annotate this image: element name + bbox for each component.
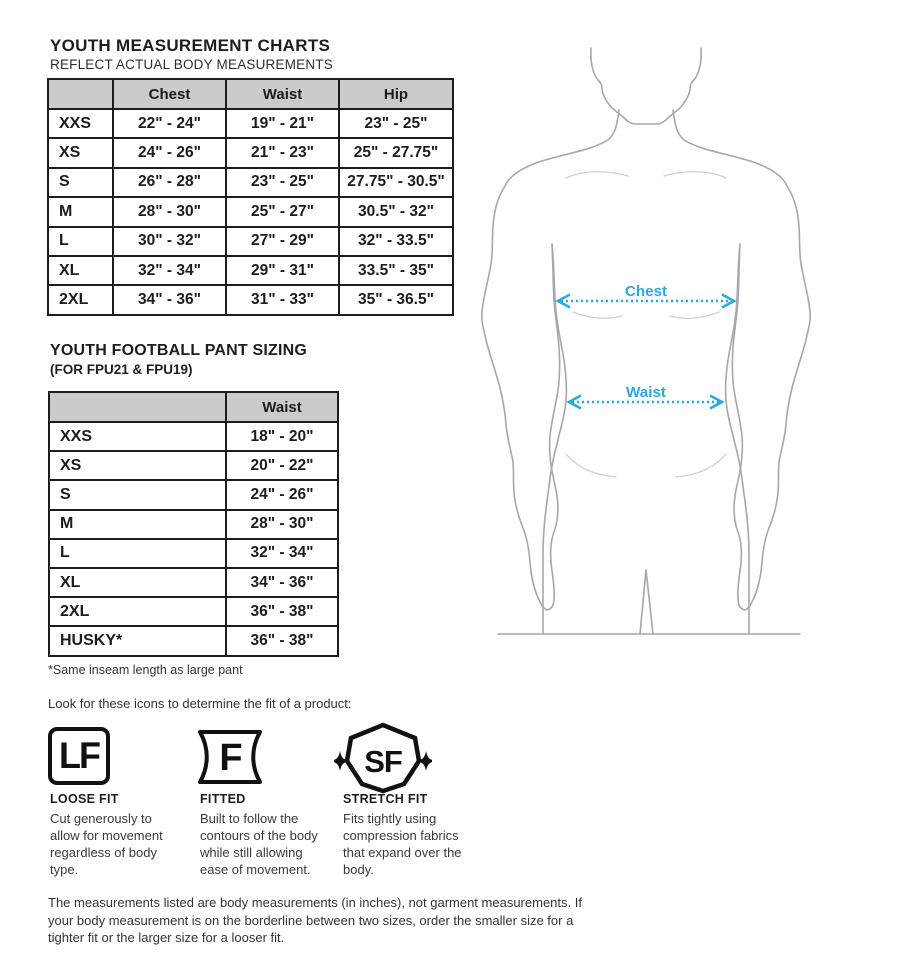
loose-fit-icon-letters: LF: [59, 734, 101, 777]
page-subtitle: REFLECT ACTUAL BODY MEASUREMENTS: [50, 57, 333, 72]
stretch-fit-description: Fits tightly using compression fabrics t…: [343, 811, 462, 877]
youth-measurement-table: Chest Waist Hip XXS 22" - 24" 19" - 21" …: [47, 78, 454, 316]
header-hip: Hip: [338, 78, 454, 110]
table-row: XXS 18" - 20": [48, 420, 339, 453]
table-header-row: Chest Waist Hip: [47, 78, 454, 110]
waist-value: 19" - 21": [225, 107, 340, 140]
table-row: 2XL 36" - 38": [48, 596, 339, 628]
table-row: S 26" - 28" 23" - 25" 27.75" - 30.5": [47, 166, 454, 199]
waist-measure-arrow: Waist: [566, 384, 725, 410]
chest-value: 32" - 34": [112, 254, 227, 287]
size-label: 2XL: [48, 596, 227, 628]
waist-value: 20" - 22": [225, 450, 339, 482]
waist-value: 21" - 23": [225, 137, 340, 169]
fitted-icon-letter: F: [219, 737, 242, 779]
hip-value: 25" - 27.75": [338, 137, 454, 169]
loose-fit-label: LOOSE FIT: [50, 792, 119, 806]
hip-value: 32" - 33.5": [338, 225, 454, 257]
size-label: XL: [47, 254, 114, 287]
fitted-label: FITTED: [200, 792, 246, 806]
size-label: M: [47, 196, 114, 228]
table-row: L 30" - 32" 27" - 29" 32" - 33.5": [47, 225, 454, 257]
size-label: S: [47, 166, 114, 199]
header-waist: Waist: [225, 78, 340, 110]
table-row: HUSKY* 36" - 38": [48, 625, 339, 657]
measurement-disclaimer: The measurements listed are body measure…: [48, 895, 582, 945]
table-header-row: Waist: [48, 391, 339, 423]
hip-value: 30.5" - 32": [338, 196, 454, 228]
size-label: 2XL: [47, 284, 114, 316]
chest-value: 26" - 28": [112, 166, 227, 199]
body-detail-lines: [565, 171, 727, 478]
sparkle-right-icon: [416, 751, 432, 771]
header-size: [48, 391, 227, 423]
waist-value: 23" - 25": [225, 166, 340, 199]
stretch-fit-icon: SF: [334, 722, 432, 794]
hip-value: 35" - 36.5": [338, 284, 454, 316]
size-label: XS: [47, 137, 114, 169]
size-label: M: [48, 508, 227, 540]
body-outline: [481, 47, 811, 635]
sparkle-left-icon: [334, 751, 350, 771]
table-row: XL 34" - 36": [48, 566, 339, 599]
hip-value: 23" - 25": [338, 107, 454, 140]
size-label: HUSKY*: [48, 625, 227, 657]
header-waist: Waist: [225, 391, 339, 423]
waist-value: 27" - 29": [225, 225, 340, 257]
size-label: L: [48, 537, 227, 569]
inseam-footnote: *Same inseam length as large pant: [48, 663, 243, 677]
table-row: 2XL 34" - 36" 31" - 33" 35" - 36.5": [47, 284, 454, 316]
table-row: S 24" - 26": [48, 479, 339, 511]
fit-guide-intro: Look for these icons to determine the fi…: [48, 696, 352, 711]
size-label: L: [47, 225, 114, 257]
size-label: XL: [48, 566, 227, 599]
table-row: XL 32" - 34" 29" - 31" 33.5" - 35": [47, 254, 454, 287]
stretch-fit-label: STRETCH FIT: [343, 792, 428, 806]
waist-value: 36" - 38": [225, 625, 339, 657]
table-row: M 28" - 30": [48, 508, 339, 540]
stretch-fit-icon-letters: SF: [364, 744, 402, 779]
hip-value: 33.5" - 35": [338, 254, 454, 287]
pant-sizing-title: YOUTH FOOTBALL PANT SIZING: [50, 342, 308, 359]
pant-sizing-table: Waist XXS 18" - 20" XS 20" - 22" S 24" -…: [48, 391, 339, 657]
waist-value: 28" - 30": [225, 508, 339, 540]
chest-value: 28" - 30": [112, 196, 227, 228]
waist-label: Waist: [626, 384, 666, 401]
table-row: L 32" - 34": [48, 537, 339, 569]
body-measurement-figure: Chest Waist: [481, 47, 811, 635]
chest-label: Chest: [625, 283, 667, 300]
loose-fit-description: Cut generously to allow for movement reg…: [50, 811, 163, 877]
header-size: [47, 78, 114, 110]
table-row: XS 20" - 22": [48, 450, 339, 482]
size-label: S: [48, 479, 227, 511]
size-label: XXS: [48, 420, 227, 453]
waist-value: 24" - 26": [225, 479, 339, 511]
chest-value: 24" - 26": [112, 137, 227, 169]
waist-value: 34" - 36": [225, 566, 339, 599]
fitted-icon: F: [198, 730, 262, 784]
size-label: XS: [48, 450, 227, 482]
chest-value: 22" - 24": [112, 107, 227, 140]
size-label: XXS: [47, 107, 114, 140]
table-row: M 28" - 30" 25" - 27" 30.5" - 32": [47, 196, 454, 228]
waist-value: 18" - 20": [225, 420, 339, 453]
waist-value: 25" - 27": [225, 196, 340, 228]
table-row: XXS 22" - 24" 19" - 21" 23" - 25": [47, 107, 454, 140]
chest-value: 34" - 36": [112, 284, 227, 316]
fitted-description: Built to follow the contours of the body…: [200, 811, 318, 877]
loose-fit-icon: LF: [48, 727, 110, 785]
waist-value: 31" - 33": [225, 284, 340, 316]
page-title: YOUTH MEASUREMENT CHARTS: [50, 36, 331, 55]
pant-sizing-subtitle: (FOR FPU21 & FPU19): [50, 362, 193, 377]
chest-value: 30" - 32": [112, 225, 227, 257]
header-chest: Chest: [112, 78, 227, 110]
hip-value: 27.75" - 30.5": [338, 166, 454, 199]
waist-value: 36" - 38": [225, 596, 339, 628]
waist-value: 32" - 34": [225, 537, 339, 569]
chest-measure-arrow: Chest: [555, 283, 737, 309]
waist-value: 29" - 31": [225, 254, 340, 287]
table-row: XS 24" - 26" 21" - 23" 25" - 27.75": [47, 137, 454, 169]
